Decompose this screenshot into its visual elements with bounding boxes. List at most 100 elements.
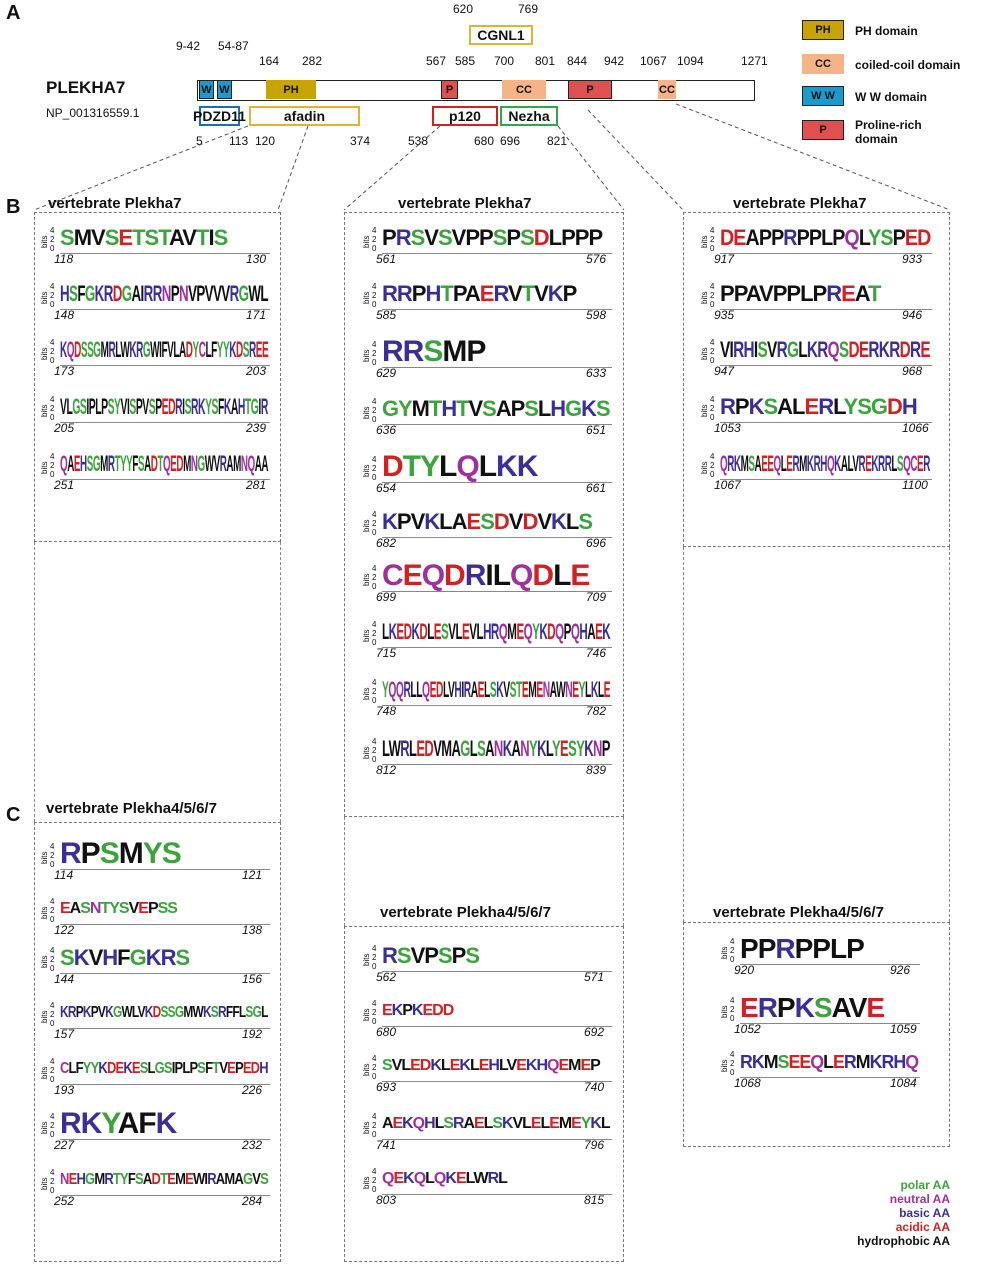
bits-axis-label: bits — [362, 1176, 371, 1189]
tick-label: 4 — [50, 338, 55, 347]
residue-letter: G — [250, 394, 259, 419]
residue-letter: K — [388, 619, 397, 644]
logo-end-position: 1084 — [890, 1076, 917, 1090]
residue-letter: Y — [101, 1107, 118, 1140]
tick-label: 0 — [372, 300, 377, 309]
residue-letter: N — [161, 281, 172, 306]
residue-letter: Y — [580, 1115, 592, 1132]
tick-label: 0 — [372, 415, 377, 424]
bits-axis-label: bits — [720, 1005, 729, 1018]
residue-letter: L — [565, 509, 579, 534]
residue-letter: K — [751, 1052, 765, 1072]
residue-letter: T — [195, 225, 209, 250]
logo-baseline — [382, 591, 612, 592]
tick-label: 0 — [50, 1186, 55, 1195]
residue-letter: V — [221, 281, 230, 306]
protein-name: PLEKHA7 — [46, 78, 126, 97]
logo-letters: QAEHSGMRTYYFSADTQEDMNGWVRAMNQAA — [60, 450, 269, 478]
residue-letter: R — [160, 945, 177, 970]
residue-letter: L — [858, 225, 869, 250]
residue-letter: A — [463, 1115, 474, 1132]
residue-letter: E — [261, 337, 269, 362]
residue-letter: P — [796, 225, 810, 250]
residue-letter: K — [459, 1057, 471, 1074]
residue-letter: L — [182, 1060, 190, 1077]
logo-start-position: 122 — [54, 923, 75, 937]
logo-baseline — [60, 1084, 270, 1085]
residue-letter: Q — [510, 559, 533, 592]
residue-letter: P — [402, 1002, 413, 1019]
logo-start-position: 227 — [54, 1138, 75, 1152]
tick-label: 2 — [730, 1059, 735, 1068]
residue-letter: S — [437, 943, 453, 968]
residue-letter: P — [812, 281, 828, 306]
logo-baseline — [60, 253, 270, 254]
residue-letter: F — [232, 1004, 239, 1021]
residue-letter: K — [748, 394, 765, 419]
residue-letter: V — [503, 677, 510, 702]
logo-baseline — [382, 705, 612, 706]
residue-letter: Q — [395, 677, 404, 702]
sequence-logo: bits 4 2 0 NEHGMRTYFSADTEMEWIRAMAGVS 252 284 — [40, 1166, 270, 1208]
logo-baseline — [60, 365, 270, 366]
logo-letters: VIRHISVRGLKRQSDERKRDRE — [720, 336, 931, 364]
residue-letter: P — [479, 225, 494, 250]
residue-letter: E — [833, 1052, 845, 1072]
cgnl1-start: 620 — [453, 2, 474, 16]
residue-letter: R — [884, 451, 892, 476]
residue-letter: G — [238, 281, 249, 306]
pdzd11-box: PDZD11 — [193, 106, 246, 126]
tick-label: 0 — [50, 470, 55, 479]
tick-label: 2 — [730, 1005, 735, 1014]
tick-label: 2 — [730, 946, 735, 955]
residue-letter: V — [97, 1004, 106, 1021]
residue-letter: M — [183, 451, 191, 476]
residue-letter: S — [175, 945, 191, 970]
residue-letter: L — [476, 619, 484, 644]
logo-start-position: 803 — [376, 1193, 397, 1207]
tick-label: 2 — [372, 464, 377, 473]
logo-letters: CEQDRILQDLE — [382, 559, 590, 592]
residue-letter: K — [402, 1115, 413, 1132]
logo-end-position: 933 — [902, 252, 923, 266]
logo-baseline — [382, 1194, 612, 1195]
residue-letter: L — [498, 1057, 508, 1074]
sequence-logo: bits 4 2 0 YQQRLLQEDLVHIRAELSKVSTEMENAWNEYLK… — [362, 676, 612, 718]
residue-letter: Q — [66, 337, 75, 362]
residue-letter: I — [126, 394, 130, 419]
panel-b-box-2 — [344, 212, 624, 817]
residue-letter: H — [237, 394, 245, 419]
residue-letter: D — [887, 394, 903, 419]
residue-letter: E — [521, 677, 529, 702]
residue-letter: A — [234, 1171, 243, 1188]
residue-letter: L — [540, 1115, 551, 1132]
logo-end-position: 1059 — [890, 1022, 917, 1036]
residue-letter: R — [260, 394, 268, 419]
residue-letter: E — [479, 281, 495, 306]
bits-axis-label: bits — [362, 406, 371, 419]
residue-letter: E — [462, 619, 470, 644]
residue-letter: E — [73, 451, 81, 476]
tick-label: 2 — [372, 1176, 377, 1185]
sequence-logo: bits 4 2 0 KPVKLAESDVDVKLS 682 696 — [362, 508, 612, 550]
residue-letter: P — [786, 281, 801, 306]
bits-axis-label: bits — [40, 955, 49, 968]
logo-start-position: 699 — [376, 590, 397, 604]
residue-letter: A — [144, 451, 151, 476]
logo-end-position: 796 — [584, 1138, 605, 1152]
residue-letter: D — [250, 1060, 260, 1077]
tick-label: 2 — [50, 291, 55, 300]
sequence-logo: bits 4 2 0 RRPHTPAERVTVKP 585 598 — [362, 280, 612, 322]
residue-letter: M — [233, 451, 241, 476]
residue-letter: I — [258, 394, 261, 419]
logo-end-position: 239 — [246, 421, 267, 435]
logo-end-position: 946 — [902, 308, 923, 322]
residue-letter: E — [571, 1115, 582, 1132]
residue-letter: H — [424, 1115, 435, 1132]
residue-letter: I — [204, 1171, 208, 1188]
residue-letter: W — [388, 736, 401, 761]
